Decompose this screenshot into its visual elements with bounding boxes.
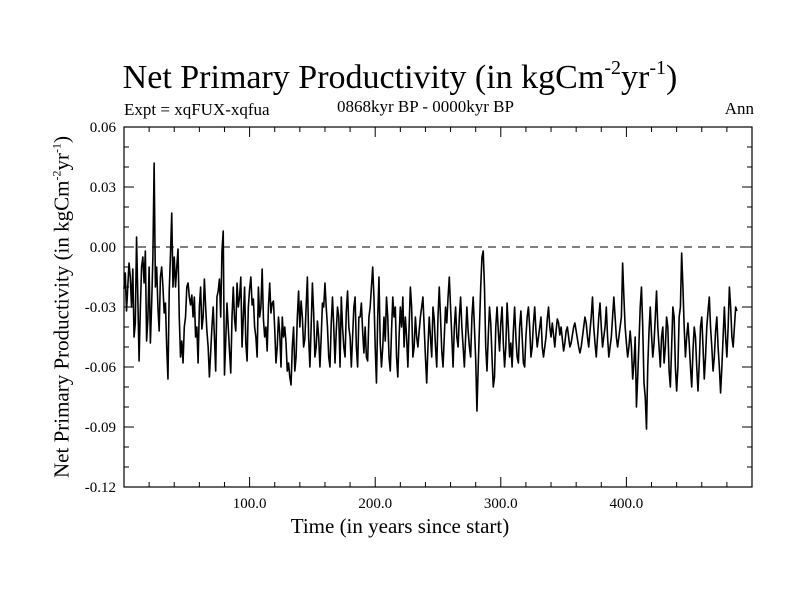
x-tick-label: 100.0 xyxy=(233,496,267,512)
x-axis-label: Time (in years since start) xyxy=(290,514,510,538)
experiment-label: Expt = xqFUX-xqfua xyxy=(124,100,270,119)
y-tick-label: -0.12 xyxy=(85,480,116,496)
tick-labels: -0.12 -0.09 -0.06 -0.03 0.00 0.03 0.06 100.0 200… xyxy=(85,120,644,512)
x-tick-label: 200.0 xyxy=(358,496,392,512)
chart-title-exponent-2: -1 xyxy=(649,57,666,79)
x-tick-label: 400.0 xyxy=(610,496,644,512)
y-tick-label: -0.06 xyxy=(85,360,117,376)
y-tick-label: -0.09 xyxy=(85,420,116,436)
chart-title-end: ) xyxy=(665,59,678,96)
y-tick-label: 0.00 xyxy=(90,240,116,256)
y-tick-label: 0.06 xyxy=(90,120,117,136)
series-line-npp xyxy=(123,162,738,430)
y-tick-label: -0.03 xyxy=(85,300,116,316)
chart-title: Net Primary Productivity (in kgCm-2yr-1) xyxy=(0,58,800,98)
season-label: Ann xyxy=(724,99,754,118)
chart-title-text: Net Primary Productivity (in kgCm xyxy=(122,59,605,96)
chart-title-exponent-1: -2 xyxy=(604,57,621,79)
chart-title-unit: yr xyxy=(620,59,650,96)
x-tick-label: 300.0 xyxy=(484,496,518,512)
y-tick-label: 0.03 xyxy=(90,180,116,196)
period-label: 0868kyr BP - 0000kyr BP xyxy=(337,97,514,116)
plot-frame xyxy=(123,126,753,488)
